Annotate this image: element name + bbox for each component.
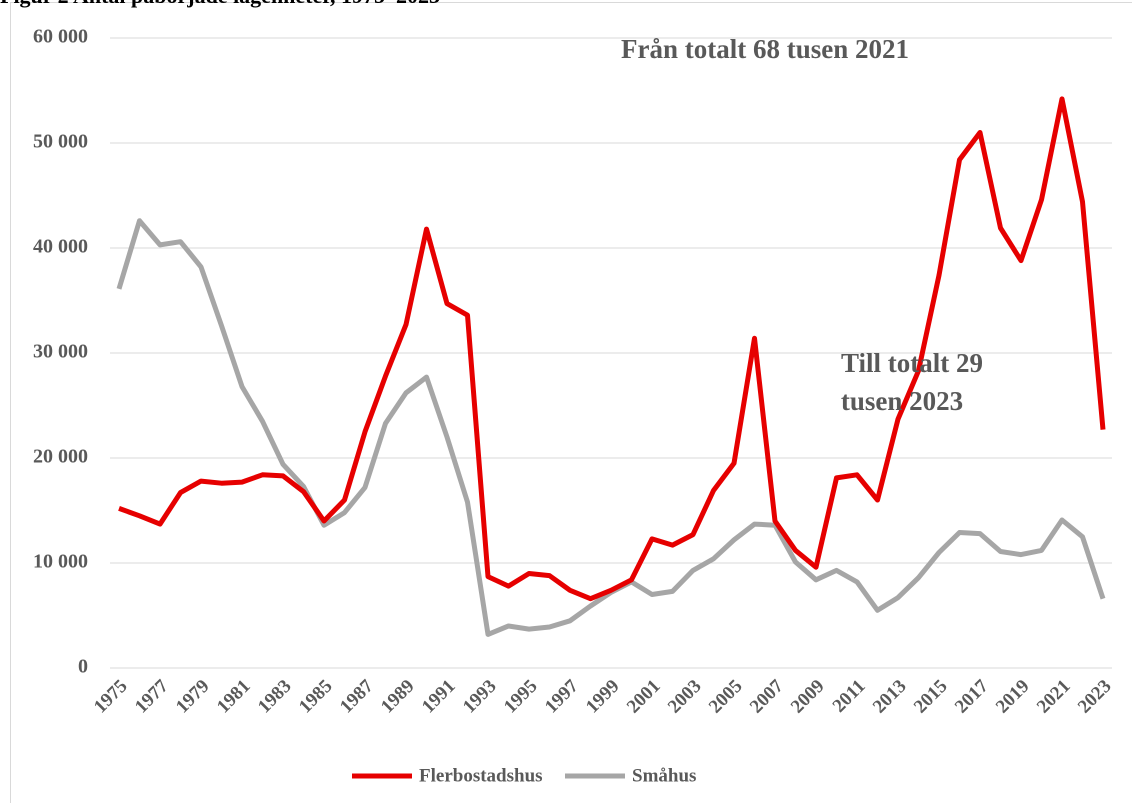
x-tick-label: 1999	[582, 676, 624, 718]
x-tick-label: 1977	[131, 675, 173, 717]
x-tick-label: 1985	[295, 676, 337, 718]
x-tick-label: 2023	[1074, 676, 1116, 718]
annotation: Från totalt 68 tusen 2021	[621, 34, 909, 64]
x-tick-label: 1979	[172, 676, 214, 718]
x-tick-label: 2001	[623, 676, 665, 718]
y-tick-label: 0	[78, 656, 88, 678]
x-tick-label: 2021	[1033, 676, 1075, 718]
x-tick-label: 2015	[910, 676, 952, 718]
x-tick-label: 1995	[500, 676, 542, 718]
legend-label: Småhus	[632, 765, 696, 786]
x-tick-label: 2017	[951, 675, 993, 717]
series-line	[116, 218, 1106, 637]
x-tick-label: 1997	[541, 675, 583, 717]
chart-frame	[10, 2, 1132, 803]
x-tick-label: 2005	[705, 676, 747, 718]
series-line	[118, 96, 1106, 602]
x-tick-label: 2007	[746, 675, 788, 717]
y-tick-label: 10 000	[33, 551, 88, 573]
y-tick-label: 20 000	[33, 446, 88, 468]
x-tick-label: 2013	[869, 676, 911, 718]
x-tick-label: 1991	[418, 676, 460, 718]
y-tick-label: 40 000	[33, 236, 88, 258]
y-tick-label: 50 000	[33, 131, 88, 153]
chart-title: Figur 2 Antal påbörjade lägenheter, 1975…	[0, 0, 440, 8]
x-tick-label: 1975	[90, 676, 132, 718]
y-tick-label: 60 000	[33, 26, 88, 48]
x-tick-label: 2011	[829, 676, 870, 717]
legend-label: Flerbostadshus	[419, 765, 543, 786]
annotation: tusen 2023	[841, 386, 963, 416]
x-tick-label: 1981	[213, 676, 255, 718]
x-tick-label: 2019	[992, 676, 1034, 718]
annotation: Till totalt 29	[841, 348, 983, 378]
x-tick-label: 2009	[787, 676, 829, 718]
x-tick-label: 1987	[336, 675, 378, 717]
x-tick-label: 1993	[459, 676, 501, 718]
x-tick-label: 1983	[254, 676, 296, 718]
x-tick-label: 2003	[664, 676, 706, 718]
y-tick-label: 30 000	[33, 341, 88, 363]
x-tick-label: 1989	[377, 676, 419, 718]
